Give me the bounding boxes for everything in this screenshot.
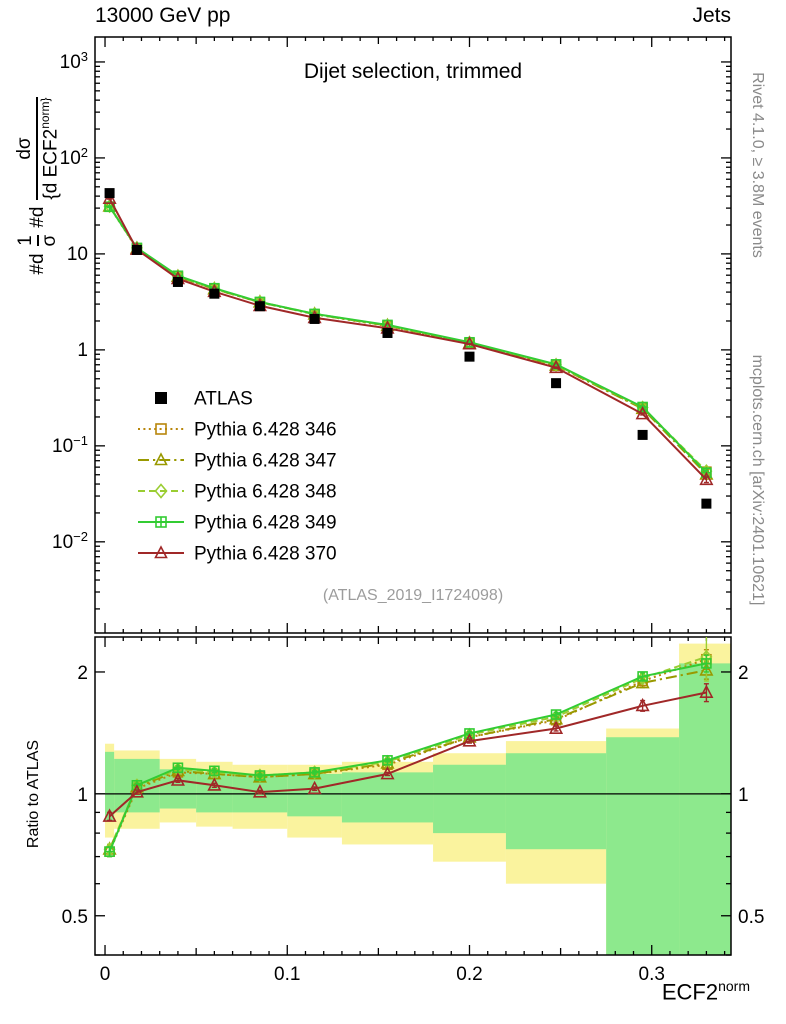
ratio-plot-frame: [94, 636, 732, 956]
ratio-series-pythia-6-428-370: [102, 683, 714, 822]
ylabel-prefix-2: #d: [27, 206, 48, 228]
svg-text:1: 1: [738, 785, 749, 806]
analysis-watermark: (ATLAS_2019_I1724098): [322, 587, 504, 604]
svg-text:10−2: 10−2: [52, 529, 88, 553]
main-series-atlas: [104, 188, 712, 509]
svg-text:0.3: 0.3: [639, 964, 665, 985]
legend-label-pythia-6-428-348: Pythia 6.428 348: [194, 482, 337, 503]
axis-ticks: [95, 37, 731, 956]
svg-text:0.1: 0.1: [274, 964, 300, 985]
green-band-bin: [679, 663, 731, 955]
green-band-bin: [505, 753, 607, 850]
svg-text:0.2: 0.2: [456, 964, 482, 985]
svg-text:0: 0: [100, 964, 111, 985]
svg-text:2: 2: [77, 663, 88, 684]
x-axis-label: ECF2norm: [661, 978, 750, 1005]
svg-text:0.5: 0.5: [62, 907, 88, 928]
green-band-bin: [105, 751, 115, 821]
legend-label-pythia-6-428-346: Pythia 6.428 346: [194, 420, 337, 441]
svg-text:0.5: 0.5: [738, 907, 764, 928]
rivet-version-label: Rivet 4.1.0, ≥ 3.8M events: [749, 72, 766, 258]
svg-text:103: 103: [60, 49, 88, 73]
svg-text:2: 2: [738, 663, 749, 684]
svg-text:10: 10: [67, 244, 88, 265]
legend: ATLAS Pythia 6.428 346 Pythia 6.428 347 Pyt…: [138, 389, 337, 565]
ylabel-fraction-2: dσ {d ECF2norm}: [14, 97, 61, 200]
header-right: Jets: [692, 4, 731, 27]
header-left: 13000 GeV pp: [95, 4, 231, 27]
green-band-bin: [433, 764, 506, 834]
ratio-uncertainty-bands: [105, 643, 731, 955]
legend-label-atlas: ATLAS: [194, 389, 253, 410]
svg-text:10−1: 10−1: [52, 433, 88, 457]
legend-label-pythia-6-428-347: Pythia 6.428 347: [194, 451, 337, 472]
ylabel-prefix-1: #d: [27, 253, 48, 275]
svg-text:1: 1: [77, 340, 88, 361]
ylabel-fraction-1: 1 σ: [15, 234, 60, 247]
legend-label-pythia-6-428-370: Pythia 6.428 370: [194, 544, 337, 565]
green-band-bin: [606, 737, 680, 955]
mcplots-reference-label: mcplots.cern.ch [arXiv:2401.10621]: [749, 354, 766, 606]
main-y-axis-label: #d 1 σ #d dσ {d ECF2norm}: [9, 36, 67, 336]
svg-text:1: 1: [77, 785, 88, 806]
plot-title: Dijet selection, trimmed: [303, 60, 523, 83]
svg-text:102: 102: [60, 145, 88, 169]
main-plot-frame: [94, 36, 732, 634]
ratio-y-axis-label: Ratio to ATLAS: [25, 739, 42, 849]
legend-label-pythia-6-428-349: Pythia 6.428 349: [194, 513, 337, 534]
green-band-bin: [287, 773, 342, 817]
